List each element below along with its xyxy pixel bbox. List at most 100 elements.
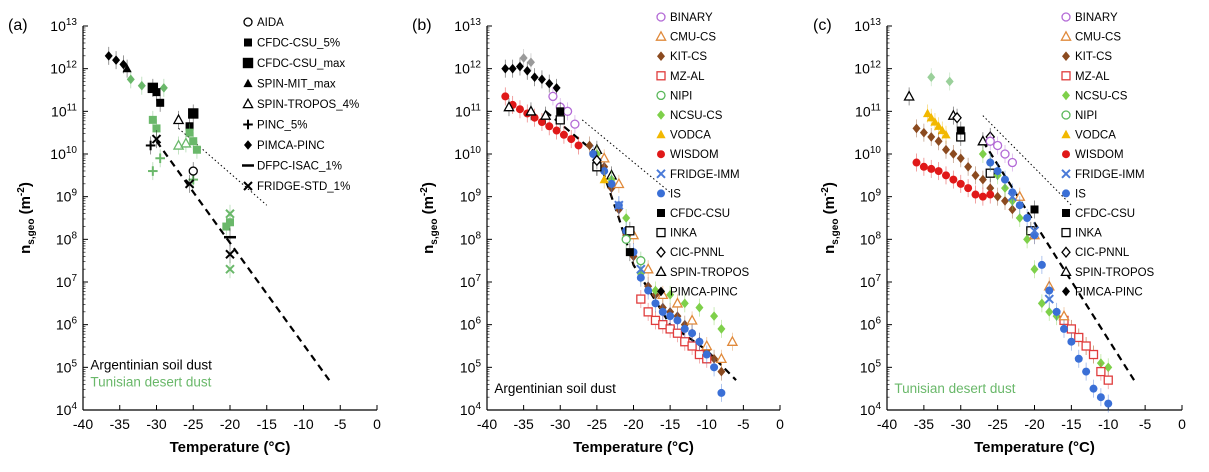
legend-marker <box>657 209 665 217</box>
data-point <box>188 166 198 176</box>
x-tick-label: -15 <box>660 416 680 432</box>
legend-label: KIT-CS <box>1075 51 1112 63</box>
legend-label: MZ-AL <box>1075 71 1110 83</box>
legend-marker <box>656 246 666 259</box>
legend-label: NIPI <box>1075 110 1097 122</box>
legend-entry: FRIDGE-STD_1% <box>243 181 350 193</box>
legend-label: PIMCA-PINC <box>670 286 738 298</box>
legend-marker <box>655 265 667 277</box>
data-point <box>941 130 951 139</box>
legend-marker <box>1061 12 1071 22</box>
legend-entry: PIMCA-PINC <box>244 140 325 152</box>
annotation-label: Argentinian soil dust <box>90 357 212 372</box>
data-point <box>919 127 928 138</box>
data-point <box>702 350 711 359</box>
data-point <box>680 324 689 333</box>
data-point <box>942 144 950 155</box>
data-point <box>1096 393 1105 402</box>
data-point <box>530 72 539 82</box>
data-point <box>927 72 936 82</box>
y-tick-label: 109 <box>460 188 482 205</box>
data-point <box>574 141 583 150</box>
data-point <box>717 366 726 377</box>
legend-marker <box>1062 90 1070 101</box>
x-tick-label: -5 <box>1139 416 1152 432</box>
data-point <box>971 190 980 199</box>
data-point <box>147 82 159 94</box>
y-tick-label: 105 <box>56 358 78 375</box>
data-point <box>1066 324 1077 334</box>
data-point <box>977 135 989 146</box>
data-point <box>912 123 921 134</box>
data-point <box>934 136 943 146</box>
data-point <box>1104 399 1113 408</box>
legend-label: CIC-PNNL <box>1075 247 1130 259</box>
legend-entry: NCSU-CS <box>1062 90 1128 102</box>
data-point <box>614 200 624 210</box>
data-point <box>922 108 933 118</box>
data-point <box>687 341 697 351</box>
data-point <box>225 249 235 259</box>
legend-label: IS <box>670 188 681 200</box>
y-tick-label: 104 <box>56 401 78 418</box>
data-point <box>607 179 616 188</box>
data-point <box>1001 196 1009 206</box>
panel-b: -40 -35 -30 -25 -20 -15 -10 -5 0 104 105 106 107 108 1… <box>412 12 784 456</box>
y-tick-label: 1012 <box>854 60 881 77</box>
y-tick-label: 107 <box>56 273 78 290</box>
data-point <box>159 83 168 93</box>
legend-label: CFDC-CSU <box>670 208 730 220</box>
data-point <box>1015 213 1024 223</box>
data-point <box>548 91 558 102</box>
data-point <box>695 302 704 313</box>
legend-marker <box>1062 209 1070 217</box>
data-point <box>993 167 1002 176</box>
legend-label: INKA <box>1075 228 1102 240</box>
legend-entry: NIPI <box>1061 110 1097 122</box>
data-point <box>1037 260 1046 269</box>
data-point <box>567 135 576 144</box>
data-point <box>1089 384 1098 393</box>
legend-entry: FRIDGE-IMM <box>1061 169 1145 181</box>
data-point <box>1096 366 1106 377</box>
legend-marker <box>1061 71 1071 81</box>
legend: BINARY CMU-CS KIT-CS MZ-AL NCSU-CS NIPI VODCA W… <box>1060 12 1155 298</box>
data-point <box>912 158 921 167</box>
data-point <box>585 140 594 151</box>
data-point <box>1044 294 1054 304</box>
y-axis-label: ns,geo (m-2) <box>820 182 841 254</box>
legend-entry: PIMCA-PINC <box>1062 286 1143 298</box>
data-point <box>515 105 524 114</box>
data-point <box>621 234 631 244</box>
legend-entry: AIDA <box>243 17 284 29</box>
series-pimca-pinc <box>927 68 954 91</box>
panel-a: -40 -35 -30 -25 -20 -15 -10 -5 0 104 105 106 107 108 1… <box>8 17 381 456</box>
panel-c: -40 -35 -30 -25 -20 -15 -10 -5 0 104 105 106 107 108 1… <box>813 12 1186 456</box>
dotted-reference-line <box>982 115 1072 206</box>
panel-label: (c) <box>813 17 832 34</box>
legend-label: NCSU-CS <box>670 110 723 122</box>
legend-marker <box>657 51 665 61</box>
data-point <box>559 130 568 139</box>
series-pimca-pinc <box>501 57 561 97</box>
legend-label: INKA <box>670 228 697 240</box>
y-tick-label: 105 <box>860 358 882 375</box>
legend-label: WISDOM <box>670 149 719 161</box>
data-point <box>934 167 943 176</box>
legend-marker <box>1061 110 1071 120</box>
x-tick-label: -15 <box>1061 416 1081 432</box>
data-point <box>688 329 697 338</box>
x-tick-label: -5 <box>737 416 750 432</box>
data-point <box>1060 324 1068 333</box>
legend-marker <box>656 169 666 179</box>
legend-marker <box>244 38 252 47</box>
legend-marker <box>1061 169 1071 179</box>
series-pimca-pinc <box>519 49 535 72</box>
x-tick-label: -10 <box>697 416 717 432</box>
x-axis-label: Temperature (°C) <box>974 439 1095 456</box>
data-point <box>643 307 653 317</box>
y-tick-label: 1010 <box>854 145 881 162</box>
data-point <box>570 119 580 129</box>
data-point <box>992 140 1003 151</box>
